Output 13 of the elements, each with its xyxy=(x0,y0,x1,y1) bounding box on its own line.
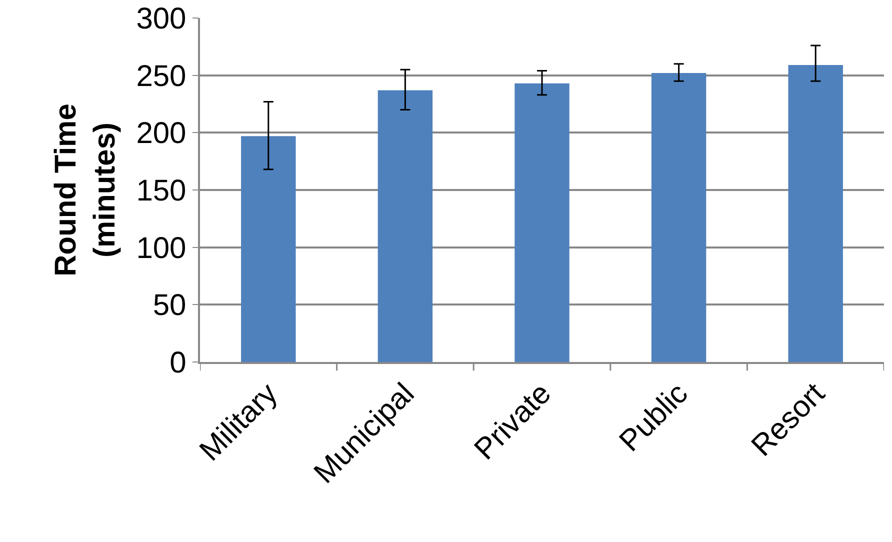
y-tick-label: 250 xyxy=(136,60,186,93)
y-tick-label: 0 xyxy=(170,346,186,380)
bar xyxy=(514,83,570,362)
bar xyxy=(788,65,843,362)
bar xyxy=(651,73,706,362)
y-axis-title: Round Time (minutes) xyxy=(50,104,122,276)
bar xyxy=(241,136,296,362)
y-tick-label: 50 xyxy=(152,289,186,322)
y-tick-label: 100 xyxy=(136,232,186,265)
bar xyxy=(378,90,433,362)
y-tick-label: 200 xyxy=(136,117,186,150)
y-tick-label: 300 xyxy=(136,2,186,36)
y-tick-label: 150 xyxy=(136,174,186,208)
